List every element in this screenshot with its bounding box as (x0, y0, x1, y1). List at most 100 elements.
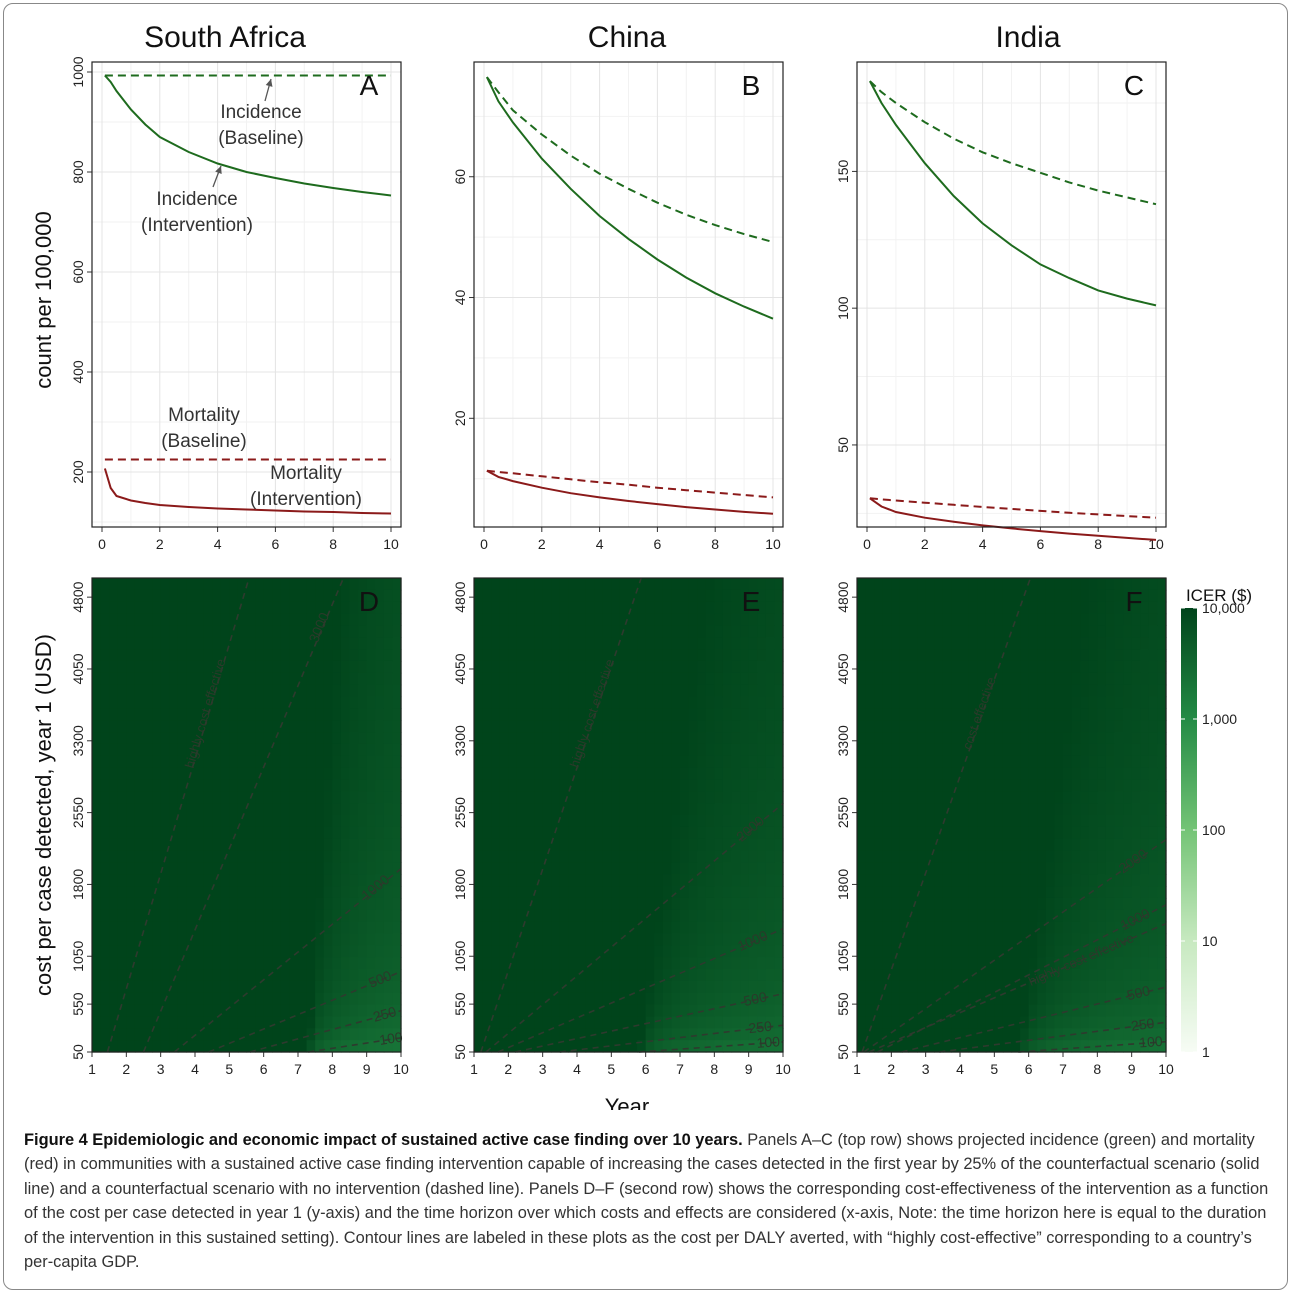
heatmap-cell (220, 838, 230, 852)
heatmap-cell (1011, 637, 1021, 650)
heatmap-cell (100, 767, 110, 781)
heatmap-cell (1157, 625, 1167, 638)
heatmap-cell (942, 613, 953, 626)
heatmap-cell (908, 589, 918, 603)
heatmap-cell (340, 897, 351, 911)
heatmap-cell (865, 874, 875, 887)
heatmap-cell (126, 1016, 136, 1029)
heatmap-cell (92, 637, 102, 650)
heatmap-cell (315, 815, 325, 828)
heatmap-cell (272, 815, 282, 828)
heatmap-cell (577, 684, 587, 698)
heatmap-cell (1028, 897, 1038, 911)
heatmap-cell (340, 815, 351, 828)
heatmap-cell (491, 743, 501, 757)
heatmap-cell (985, 874, 995, 887)
heatmap-cell (1071, 850, 1081, 863)
heatmap-cell (654, 696, 664, 709)
heatmap-cell (585, 791, 595, 804)
heatmap-cell (1157, 613, 1167, 626)
heatmap-cell (1123, 850, 1133, 863)
heatmap-cell (491, 732, 501, 745)
heatmap-cell (100, 874, 110, 887)
heatmap-cell (1148, 649, 1159, 662)
heatmap-cell (280, 672, 291, 686)
heatmap-cell (212, 862, 222, 875)
heatmap-cell (272, 767, 282, 781)
heatmap-cell (722, 886, 733, 899)
heatmap-cell (134, 838, 145, 852)
heatmap-cell (92, 625, 102, 638)
heatmap-cell (117, 637, 127, 650)
x-axis-title: Year (605, 1094, 649, 1110)
heatmap-cell (740, 838, 750, 852)
heatmap-cell (246, 743, 256, 757)
heatmap-cell (602, 969, 612, 982)
heatmap-cell (891, 874, 901, 887)
heatmap-cell (765, 613, 776, 626)
heatmap-cell (160, 649, 170, 662)
heatmap-cell (1011, 897, 1021, 911)
heatmap-cell (203, 933, 213, 946)
heatmap-cell (1097, 708, 1107, 721)
heatmap-cell (1011, 589, 1021, 603)
heatmap-cell (508, 779, 518, 792)
heatmap-cell (1045, 755, 1056, 769)
panel-letter: A (360, 70, 379, 101)
heatmap-cell (714, 732, 724, 745)
heatmap-cell (491, 862, 501, 875)
heatmap-cell (177, 1040, 188, 1053)
heatmap-cell (585, 921, 595, 935)
heatmap-cell (263, 684, 273, 698)
heatmap-cell (1037, 945, 1047, 958)
heatmap-cell (109, 933, 119, 946)
heatmap-cell (865, 1004, 875, 1018)
heatmap-cell (237, 767, 248, 781)
heatmap-cell (375, 909, 385, 923)
y-tick-label: 200 (70, 460, 86, 484)
heatmap-cell (152, 684, 162, 698)
heatmap-cell (977, 803, 987, 816)
heatmap-cell (1028, 1016, 1038, 1029)
heatmap-cell (1140, 980, 1150, 994)
heatmap-cell (482, 637, 492, 650)
heatmap-cell (637, 696, 647, 709)
heatmap-cell (323, 874, 333, 887)
heatmap-cell (499, 826, 509, 840)
heatmap-cell (186, 862, 196, 875)
heatmap-cell (577, 980, 587, 994)
heatmap-cell (152, 850, 162, 863)
heatmap-cell (934, 945, 944, 958)
heatmap-cell (1148, 755, 1159, 769)
heatmap-cell (1105, 672, 1116, 686)
heatmap-cell (1002, 992, 1013, 1006)
heatmap-cell (559, 1028, 570, 1041)
heatmap-cell (1131, 720, 1141, 733)
heatmap-cell (177, 696, 188, 709)
heatmap-cell (602, 862, 612, 875)
heatmap-cell (169, 897, 179, 911)
heatmap-cell (968, 815, 978, 828)
heatmap-cell (482, 850, 492, 863)
heatmap-cell (551, 578, 561, 591)
heatmap-cell (865, 767, 875, 781)
heatmap-cell (1020, 886, 1030, 899)
heatmap-cell (908, 945, 918, 958)
heatmap-cell (392, 743, 402, 757)
heatmap-cell (1002, 933, 1013, 946)
heatmap-cell (109, 826, 119, 840)
heatmap-cell (482, 803, 492, 816)
x-tick-label: 8 (1093, 1061, 1101, 1077)
heatmap-cell (628, 637, 638, 650)
heatmap-cell (1157, 1004, 1167, 1018)
heatmap-cell (765, 815, 776, 828)
heatmap-cell (857, 589, 867, 603)
heatmap-cell (203, 897, 213, 911)
heatmap-cell (263, 660, 273, 674)
heatmap-cell (534, 696, 544, 709)
heatmap-cell (714, 696, 724, 709)
heatmap-cell (315, 838, 325, 852)
heatmap-cell (714, 637, 724, 650)
heatmap-cell (1063, 732, 1073, 745)
heatmap-cell (474, 1028, 484, 1041)
